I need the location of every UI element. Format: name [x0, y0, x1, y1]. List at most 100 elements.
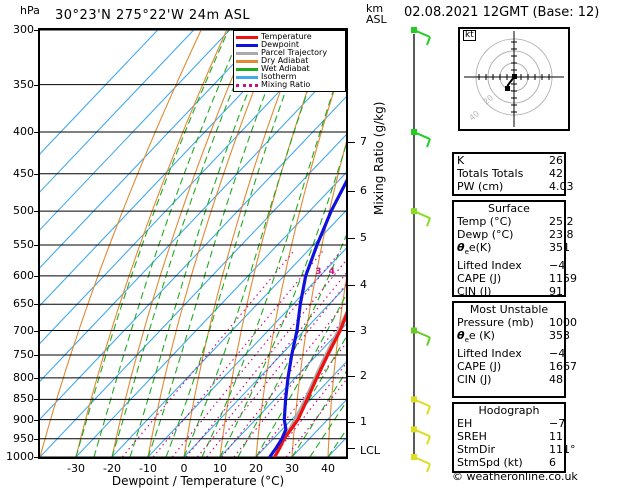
table-row: CIN (J) 48	[454, 373, 564, 386]
table-row: StmSpd (kt) 6	[454, 456, 564, 469]
row-value: 351	[549, 241, 570, 254]
altitude-tick-label: 2	[360, 368, 367, 382]
table-row: CAPE (J) 1159	[454, 272, 577, 286]
row-key: θee (K)	[457, 329, 495, 345]
table-row: Dewp (°C) 23.8	[454, 228, 574, 241]
row-value: 1000	[549, 316, 577, 329]
table-row: StmDir 111°	[454, 443, 576, 456]
pressure-tick-label: 600	[13, 268, 34, 282]
row-value: 48	[549, 373, 563, 387]
most-unstable-table: Most Unstable Pressure (mb) 1000 θee (K) 353…	[452, 301, 577, 398]
row-value: 4.03	[549, 180, 574, 193]
pressure-tick-label: 700	[13, 323, 34, 337]
pressure-tick-label: 800	[13, 370, 34, 384]
pressure-unit-label: hPa	[20, 4, 40, 17]
table-row: Lifted Index −4	[454, 347, 566, 361]
legend-label: Mixing Ratio	[261, 80, 311, 89]
row-value: 1667	[549, 360, 577, 374]
pressure-tick	[34, 30, 39, 31]
pressure-tick-label: 1000	[6, 450, 34, 463]
xaxis-title: Dewpoint / Temperature (°C)	[111, 474, 285, 488]
altitude-tick-label: 6	[360, 183, 367, 197]
row-value: −4	[549, 259, 566, 273]
pressure-tick-label: 950	[13, 431, 34, 445]
pressure-tick-label: 350	[13, 77, 34, 91]
temperature-tick-label: -10	[139, 462, 157, 475]
row-value: 42	[549, 167, 563, 180]
hodograph-unit-label: kt	[463, 30, 476, 41]
row-key: Lifted Index	[457, 259, 522, 273]
table-row: CAPE (J) 1667	[454, 360, 577, 373]
table-row: SREH 11	[454, 430, 564, 443]
altitude-tick	[348, 375, 355, 377]
pressure-tick	[34, 438, 39, 440]
row-value: 6	[549, 456, 556, 469]
temperature-tick-label: -20	[103, 462, 121, 475]
row-value: 91	[549, 285, 563, 299]
legend-swatch	[236, 43, 258, 47]
indices-table: K 26 Totals Totals 42 PW (cm) 4.03	[452, 152, 574, 196]
table-title: Surface	[488, 202, 530, 215]
pressure-tick-label: 300	[13, 23, 34, 36]
legend-item: Dewpoint	[236, 41, 343, 49]
table-row: Totals Totals 42	[454, 167, 564, 180]
pressure-tick	[34, 132, 39, 134]
altitude-unit-line1: km	[366, 2, 384, 15]
legend-swatch	[236, 35, 258, 39]
row-key: SREH	[457, 430, 487, 443]
legend-swatch	[236, 51, 258, 55]
altitude-unit-line2: ASL	[366, 13, 387, 26]
row-value: 1159	[549, 272, 577, 286]
pressure-tick-label: 900	[13, 412, 34, 426]
pressure-tick	[34, 84, 39, 86]
legend-label: Temperature	[261, 32, 312, 41]
hodograph-ring-label: 20	[482, 93, 496, 106]
chart-legend: Temperature Dewpoint Parcel Trajectory Dry …	[233, 30, 346, 92]
row-value: 11	[549, 430, 563, 443]
legend-swatch	[236, 83, 258, 87]
row-key: EH	[457, 417, 473, 430]
surface-table: Surface Temp (°C) 25.2 Dewp (°C) 23.8 θee(K) 3…	[452, 200, 577, 299]
row-key: Temp (°C)	[457, 215, 512, 228]
pressure-tick	[34, 330, 39, 332]
pressure-tick-label: 750	[13, 347, 34, 361]
altitude-tick	[348, 331, 355, 332]
altitude-tick-label: 1	[360, 415, 367, 429]
lcl-label: LCL	[360, 444, 380, 457]
hodograph-stats-table: Hodograph EH −7 SREH 11 StmDir 111° StmSpd (kt)…	[452, 402, 576, 473]
pressure-tick	[34, 275, 39, 277]
row-key: StmSpd (kt)	[457, 456, 523, 469]
legend-swatch	[236, 59, 258, 63]
temperature-tick-label: 10	[213, 462, 227, 475]
table-row: Pressure (mb) 1000	[454, 316, 577, 329]
row-key: CAPE (J)	[457, 272, 502, 286]
pressure-tick	[34, 173, 39, 175]
pressure-tick	[34, 354, 39, 356]
row-key: CIN (J)	[457, 285, 492, 299]
row-key: Pressure (mb)	[457, 316, 534, 329]
altitude-tick	[348, 422, 355, 424]
altitude-tick	[348, 238, 355, 240]
altitude-tick	[348, 190, 355, 192]
pressure-tick	[34, 211, 39, 213]
altitude-tick-label: 5	[360, 231, 367, 245]
table-row: θee (K) 353	[454, 329, 570, 347]
altitude-tick-label: 4	[360, 278, 367, 292]
row-key: Totals Totals	[457, 167, 524, 180]
row-value: −4	[549, 347, 566, 361]
legend-label: Parcel Trajectory	[261, 48, 328, 57]
legend-label: Wet Adiabat	[261, 64, 310, 73]
wind-barb-column	[400, 0, 450, 486]
legend-swatch	[236, 75, 258, 79]
table-row: PW (cm) 4.03	[454, 180, 574, 193]
row-key: θee(K)	[457, 241, 492, 257]
legend-item: Parcel Trajectory	[236, 49, 343, 57]
legend-item: Wet Adiabat	[236, 65, 343, 73]
skewt-svg	[40, 30, 346, 457]
table-row: K 26	[454, 154, 564, 167]
temperature-tick-label: -30	[67, 462, 85, 475]
skewt-panel: hPa 30°23'N 275°22'W 24m ASL km ASL 300 3…	[6, 2, 387, 488]
hodograph-box: 20 40	[458, 27, 570, 131]
skewt-plot-area	[40, 30, 346, 457]
